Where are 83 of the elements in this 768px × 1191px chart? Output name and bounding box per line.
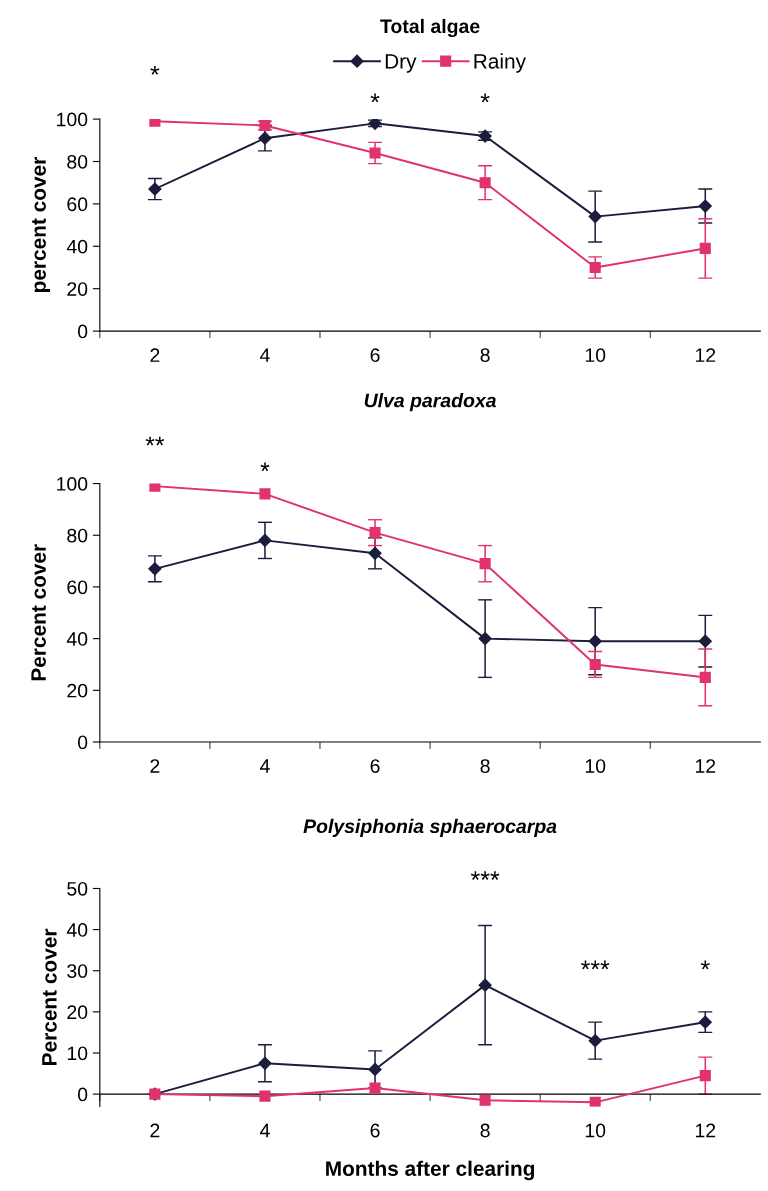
y-tick-label: 0 xyxy=(77,324,88,339)
point xyxy=(369,147,381,159)
point xyxy=(369,527,381,539)
point xyxy=(478,978,492,992)
x-tick-label: 6 xyxy=(370,348,380,363)
y-tick-label: 50 xyxy=(67,881,88,896)
annotation: * xyxy=(700,960,710,970)
y-tick-label: 80 xyxy=(67,154,88,169)
y-tick-label: 20 xyxy=(67,1005,88,1020)
x-tick-label: 10 xyxy=(585,348,606,363)
x-tick-label: 12 xyxy=(695,759,716,773)
point xyxy=(478,632,492,646)
x-tick-label: 4 xyxy=(260,759,270,773)
point xyxy=(479,177,491,189)
point xyxy=(259,1090,271,1102)
text: * xyxy=(260,462,270,472)
y-tick-label: 40 xyxy=(66,923,88,937)
point xyxy=(369,1082,381,1094)
point xyxy=(698,634,712,648)
x-tick-label: 2 xyxy=(150,759,160,773)
legend-label: Dry xyxy=(385,54,417,73)
point xyxy=(588,1034,602,1048)
y-tick-label: 60 xyxy=(67,197,88,212)
point xyxy=(698,1015,712,1029)
point xyxy=(698,199,712,213)
y-tick-label: 40 xyxy=(66,239,88,254)
chart-title: Polysiphonia sphaerocarpa xyxy=(303,818,557,837)
annotation: *** xyxy=(581,960,610,970)
text: * xyxy=(150,65,160,75)
point xyxy=(259,488,271,500)
point xyxy=(699,671,711,683)
y-tick-label: 10 xyxy=(67,1046,88,1061)
x-tick-label: 4 xyxy=(260,1123,270,1138)
text: * xyxy=(480,93,490,103)
point xyxy=(589,1096,601,1107)
y-tick-label: 60 xyxy=(67,580,88,595)
y-axis-title: percent cover xyxy=(32,157,51,293)
x-tick-label: 8 xyxy=(480,1123,490,1138)
y-tick-label: 100 xyxy=(57,112,88,127)
point xyxy=(368,1062,382,1077)
x-tick-label: 12 xyxy=(695,348,716,362)
point xyxy=(258,1056,272,1070)
y-tick-label: 100 xyxy=(57,477,88,491)
point xyxy=(149,483,161,492)
point xyxy=(148,182,162,196)
point xyxy=(588,210,602,224)
point xyxy=(588,634,602,648)
point xyxy=(258,131,272,145)
x-tick-label: 10 xyxy=(585,1123,606,1138)
point xyxy=(699,1070,711,1082)
x-tick-label: 6 xyxy=(370,759,380,773)
point xyxy=(479,558,491,570)
text: ** xyxy=(145,436,165,446)
point xyxy=(258,533,272,547)
x-tick-label: 4 xyxy=(260,348,270,362)
legend-label: Rainy xyxy=(474,53,526,73)
point xyxy=(368,546,382,560)
point xyxy=(589,261,601,274)
x-tick-label: 10 xyxy=(585,759,606,773)
point xyxy=(479,1094,491,1106)
y-tick-label: 20 xyxy=(67,683,88,698)
x-tick-label: 12 xyxy=(695,1123,716,1138)
point xyxy=(148,562,162,576)
x-tick-label: 6 xyxy=(370,1123,380,1138)
y-axis-title: Percent cover xyxy=(42,928,57,1065)
x-tick-label: 2 xyxy=(150,1123,160,1138)
x-tick-label: 8 xyxy=(480,348,490,363)
y-axis-title: Percent cover xyxy=(31,544,46,681)
y-tick-label: 0 xyxy=(77,1087,88,1102)
text: * xyxy=(370,93,380,103)
chart-title: Total algae xyxy=(380,18,480,38)
x-axis-title: Months after clearing xyxy=(326,1160,535,1181)
point xyxy=(699,242,711,254)
y-tick-label: 0 xyxy=(77,735,88,750)
point xyxy=(589,658,601,671)
x-tick-label: 2 xyxy=(150,348,160,362)
y-tick-label: 30 xyxy=(67,964,88,978)
x-tick-label: 8 xyxy=(480,759,490,773)
y-tick-label: 80 xyxy=(67,528,88,543)
y-tick-label: 20 xyxy=(67,282,88,296)
y-tick-label: 40 xyxy=(66,632,88,646)
chart-title: Ulva paradoxa xyxy=(364,393,496,412)
text: *** xyxy=(470,871,500,880)
